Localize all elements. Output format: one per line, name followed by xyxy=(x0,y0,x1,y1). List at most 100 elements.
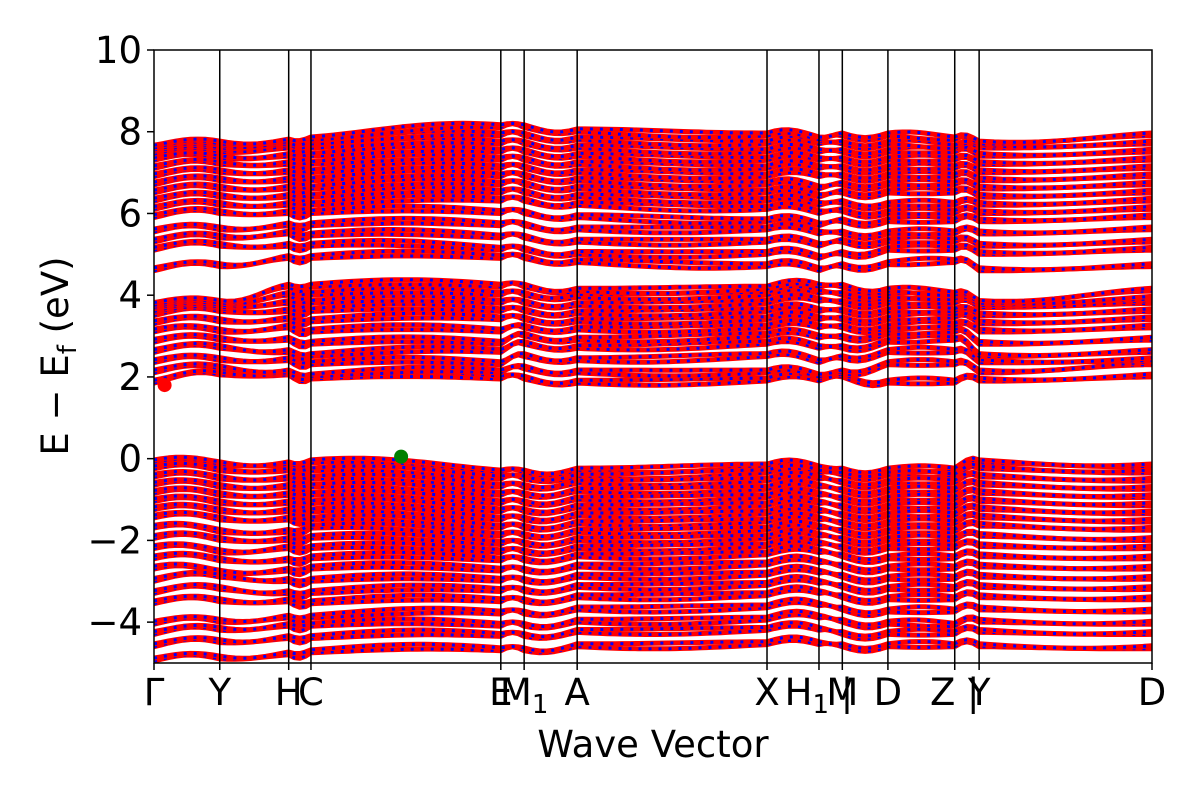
x-tick-label-main: Γ xyxy=(144,671,165,714)
band-line-spin-down xyxy=(154,136,1152,157)
band-line-spin-down xyxy=(154,527,1152,547)
y-axis-label-prefix: E − E xyxy=(34,354,77,455)
band-line-spin-down xyxy=(154,177,1152,198)
band-line-spin-down xyxy=(154,153,1152,174)
band-line-spin-down xyxy=(154,204,1152,225)
y-tick-label: 2 xyxy=(118,356,142,399)
band-line-spin-down xyxy=(154,574,1152,595)
y-axis-ticks: −4 −2 0 2 4 6 8 10 xyxy=(87,29,154,644)
x-tick-label-main: H xyxy=(275,671,303,714)
y-tick-label: −2 xyxy=(87,519,142,562)
x-tick-label: Z | xyxy=(930,671,980,714)
x-tick-label-main: D xyxy=(1138,671,1167,714)
x-tick-label: C xyxy=(298,671,324,714)
x-tick-label-main: A xyxy=(565,671,590,714)
band-line-spin-down xyxy=(154,185,1152,208)
band-line-spin-down xyxy=(154,345,1152,365)
x-tick-label-suffix: | xyxy=(829,671,853,714)
x-tick-label-main: Z | xyxy=(930,671,980,714)
band-lines xyxy=(154,120,1152,663)
x-tick-label-main: X xyxy=(754,671,779,714)
band-line-spin-down xyxy=(154,326,1152,345)
y-axis-label: E − Ef (eV) xyxy=(34,256,83,455)
y-tick-label: 10 xyxy=(95,29,142,72)
band-line-spin-down xyxy=(154,194,1152,216)
x-tick-label: A xyxy=(565,671,590,714)
x-tick-label-main: C xyxy=(298,671,324,714)
band-line-spin-down xyxy=(154,469,1152,490)
x-tick-label: H xyxy=(275,671,303,714)
y-tick-label: 6 xyxy=(118,192,142,235)
y-tick-label: 0 xyxy=(118,438,142,481)
band-edge-markers xyxy=(157,378,409,464)
band-line-spin-down xyxy=(154,358,1152,377)
band-line-spin-down xyxy=(154,635,1152,660)
band-line-spin-down xyxy=(154,292,1152,311)
y-tick-label: 4 xyxy=(118,274,142,317)
x-tick-label-main: E xyxy=(489,671,512,714)
x-tick-label-main: Y xyxy=(207,671,231,714)
band-line-spin-down xyxy=(154,478,1152,498)
y-axis-label-subscript: f xyxy=(53,344,83,354)
band-line-spin-down xyxy=(154,494,1152,514)
x-axis-label: Wave Vector xyxy=(537,723,769,766)
x-tick-label: M1 xyxy=(500,671,548,720)
band-line-spin-down xyxy=(154,216,1152,238)
band-line-spin-down xyxy=(154,609,1152,633)
x-axis-ticks: Γ Y HC EM1 A X H1 |M D Z |Y D xyxy=(144,663,1167,720)
y-tick-label: −4 xyxy=(87,601,142,644)
vbm-marker xyxy=(394,449,409,464)
x-tick-label: D xyxy=(874,671,903,714)
y-tick-label: 8 xyxy=(118,111,142,154)
band-line-spin-down xyxy=(154,169,1152,190)
band-line-spin-down xyxy=(154,461,1152,482)
band-line-spin-down xyxy=(154,281,1152,307)
band-line-spin-down xyxy=(154,121,1152,147)
band-line-spin-down xyxy=(154,544,1152,564)
band-line-spin-down xyxy=(154,597,1152,624)
band-line-spin-down xyxy=(154,228,1152,247)
band-line-spin-down xyxy=(154,310,1152,325)
band-line-spin-down xyxy=(154,455,1152,476)
band-line-spin-down xyxy=(154,238,1152,258)
x-tick-label-main: M xyxy=(826,671,858,714)
band-line-spin-down xyxy=(154,510,1152,530)
x-tick-label-main: M xyxy=(500,671,532,714)
band-line-spin-down xyxy=(154,371,1152,388)
x-tick-label-main: H xyxy=(785,671,813,714)
band-line-spin-down xyxy=(154,564,1152,584)
band-line-spin-down xyxy=(154,554,1152,575)
band-line-spin-down xyxy=(154,302,1152,317)
x-tick-label: E xyxy=(489,671,512,714)
x-tick-label: X xyxy=(754,671,779,714)
x-tick-label: Y xyxy=(967,671,991,714)
band-line-spin-down xyxy=(154,585,1152,605)
band-line-spin-down xyxy=(154,502,1152,522)
x-tick-label: M xyxy=(826,671,858,714)
band-line-spin-down xyxy=(154,519,1152,539)
x-tick-label-subscript: 1 xyxy=(813,690,830,720)
x-tick-label-main: D xyxy=(874,671,903,714)
band-line-spin-down xyxy=(154,536,1152,555)
band-line-spin-down xyxy=(154,318,1152,333)
band-line-spin-down xyxy=(154,621,1152,646)
band-line-spin-down xyxy=(154,278,1152,305)
band-line-spin-down xyxy=(154,486,1152,506)
cbm-marker xyxy=(157,378,172,393)
band-line-spin-down xyxy=(154,334,1152,357)
band-line-spin-down xyxy=(154,144,1152,165)
x-tick-label: Y xyxy=(207,671,231,714)
band-line-spin-down xyxy=(154,252,1152,273)
x-tick-label: D xyxy=(1138,671,1167,714)
band-line-spin-down xyxy=(154,161,1152,182)
band-line-spin-down xyxy=(154,249,1152,272)
y-axis-label-suffix: (eV) xyxy=(34,256,77,345)
x-tick-label: Γ xyxy=(144,671,165,714)
x-tick-label-subscript: 1 xyxy=(532,690,549,720)
plot-frame xyxy=(153,49,1153,664)
x-tick-label-main: Y xyxy=(967,671,991,714)
x-tick-label: H1 | xyxy=(785,671,854,720)
high-symmetry-lines xyxy=(219,50,980,663)
